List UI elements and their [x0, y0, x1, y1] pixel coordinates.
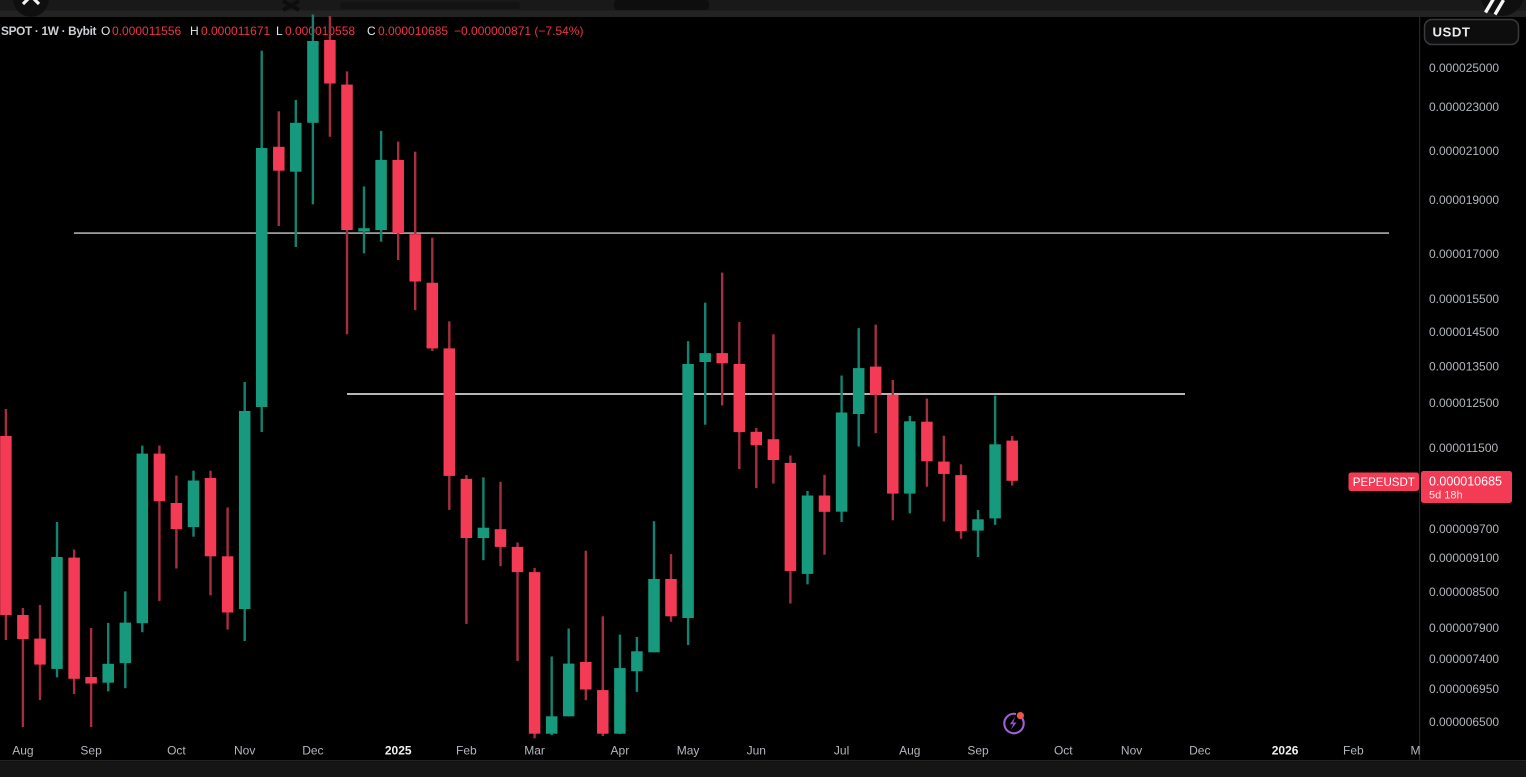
svg-text:Dec: Dec	[302, 744, 323, 758]
svg-text:0.000006950: 0.000006950	[1429, 682, 1499, 696]
svg-text:C: C	[367, 24, 376, 38]
svg-text:Sep: Sep	[80, 744, 102, 758]
svg-text:USDT: USDT	[1433, 25, 1471, 40]
svg-text:Jun: Jun	[747, 744, 766, 758]
svg-text:Apr: Apr	[611, 744, 630, 758]
svg-text:Dec: Dec	[1189, 744, 1210, 758]
svg-text:0.000021000: 0.000021000	[1429, 144, 1499, 158]
svg-text:SPOT · 1W · Bybit: SPOT · 1W · Bybit	[1, 24, 97, 38]
svg-text:Oct: Oct	[1054, 744, 1073, 758]
svg-text:L: L	[276, 24, 283, 38]
svg-text:−0.000000871 (−7.54%): −0.000000871 (−7.54%)	[454, 24, 583, 38]
svg-text:M: M	[1411, 744, 1421, 758]
svg-text:Jul: Jul	[834, 744, 849, 758]
svg-text:0.000012500: 0.000012500	[1429, 396, 1499, 410]
svg-text:0.000014500: 0.000014500	[1429, 325, 1499, 339]
svg-text:Aug: Aug	[899, 744, 920, 758]
svg-text:0.000007400: 0.000007400	[1429, 652, 1499, 666]
svg-text:0.000009100: 0.000009100	[1429, 551, 1499, 565]
svg-text:Feb: Feb	[456, 744, 477, 758]
svg-text:Feb: Feb	[1343, 744, 1364, 758]
svg-text:H: H	[190, 24, 199, 38]
svg-text:Nov: Nov	[234, 744, 255, 758]
svg-text:0.000011556: 0.000011556	[112, 24, 182, 38]
svg-text:0.000010685: 0.000010685	[378, 24, 448, 38]
svg-text:0.000011500: 0.000011500	[1429, 441, 1499, 455]
svg-text:0.000019000: 0.000019000	[1429, 193, 1499, 207]
svg-text:0.000007900: 0.000007900	[1429, 621, 1499, 635]
svg-text:0.000006500: 0.000006500	[1429, 715, 1499, 729]
svg-text:PEPEUSDT: PEPEUSDT	[1353, 477, 1415, 489]
svg-text:5d 18h: 5d 18h	[1429, 490, 1463, 502]
svg-text:0.000011671: 0.000011671	[201, 24, 271, 38]
svg-text:Oct: Oct	[167, 744, 186, 758]
svg-text:0.000017000: 0.000017000	[1429, 247, 1499, 261]
svg-text:0.000010558: 0.000010558	[285, 24, 355, 38]
svg-text:0.000015500: 0.000015500	[1429, 292, 1499, 306]
svg-text:0.000013500: 0.000013500	[1429, 359, 1499, 373]
svg-text:0.000025000: 0.000025000	[1429, 61, 1499, 75]
svg-text:Aug: Aug	[12, 744, 33, 758]
svg-text:0.000009700: 0.000009700	[1429, 522, 1499, 536]
svg-text:0.000010685: 0.000010685	[1429, 475, 1502, 489]
svg-text:May: May	[677, 744, 700, 758]
svg-text:Mar: Mar	[524, 744, 545, 758]
svg-text:Nov: Nov	[1121, 744, 1142, 758]
svg-text:0.000008500: 0.000008500	[1429, 585, 1499, 599]
svg-text:Sep: Sep	[967, 744, 989, 758]
svg-text:0.000023000: 0.000023000	[1429, 100, 1499, 114]
svg-text:2025: 2025	[385, 744, 412, 758]
svg-text:2026: 2026	[1272, 744, 1299, 758]
svg-text:O: O	[101, 24, 110, 38]
